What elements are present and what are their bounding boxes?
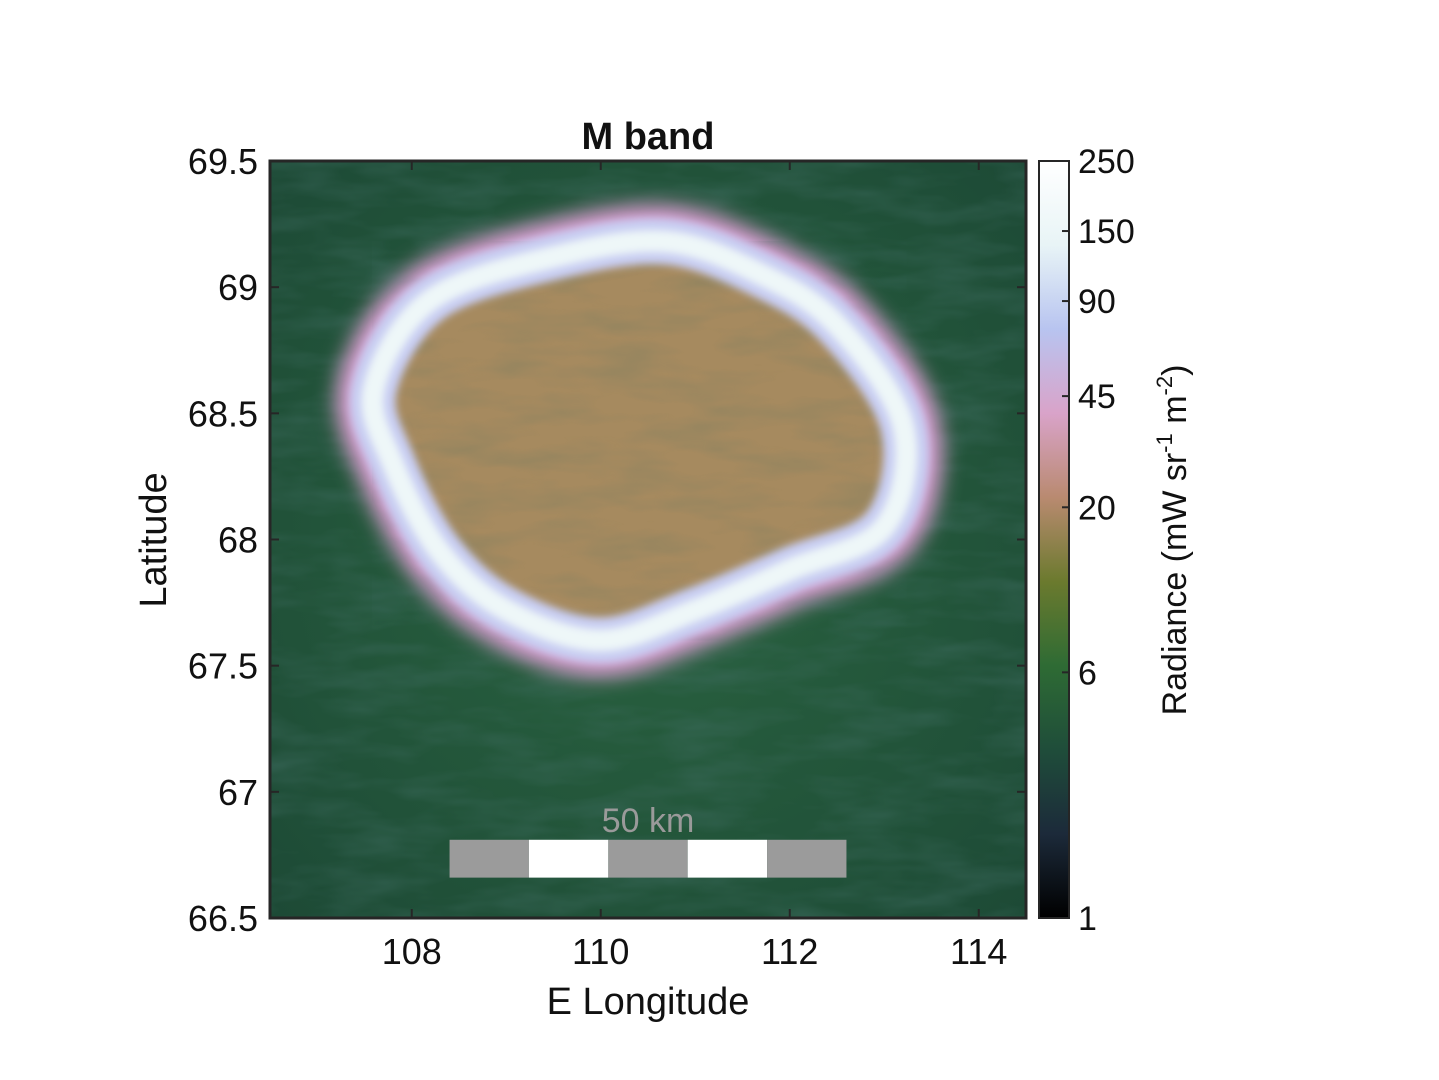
colorbar-tick-label: 45 [1078,378,1116,416]
colorbar-tick-label: 150 [1078,213,1135,251]
colorbar-tick-label: 250 [1078,143,1135,181]
colorbar-label: Radiance (mW sr-1 m-2) [1152,365,1194,716]
x-tick-label: 112 [761,931,818,972]
chart-title: M band [582,116,715,158]
colorbar-label-end: ) [1156,365,1194,376]
x-tick-label: 108 [382,931,442,972]
ring-interior-texture [372,241,907,641]
scale-bar [449,839,847,878]
scale-bar-label: 50 km [602,802,695,840]
heatmap-plot-area: 50 km [270,161,1026,918]
x-axis-label: E Longitude [547,981,750,1023]
x-tick-label: 114 [950,931,1007,972]
colorbar-ticks: 1 6 20 45 90 150 250 [1062,143,1135,938]
y-axis-ticks: 66.5 67 67.5 68 68.5 69 69.5 [188,141,1026,939]
x-tick-label: 110 [572,931,629,972]
y-tick-label: 67.5 [188,646,258,687]
x-axis-ticks: 108 110 112 114 [382,161,1007,972]
scale-bar-segment [608,839,688,878]
scale-bar-segment [449,839,529,878]
colorbar-tick-label: 20 [1078,489,1116,527]
ring-core [361,230,918,652]
y-tick-label: 66.5 [188,898,258,939]
y-tick-label: 69.5 [188,141,258,182]
colorbar-label-sup1: -1 [1152,433,1177,453]
y-axis-label: Latitude [133,472,175,607]
colorbar-tick-label: 90 [1078,283,1116,321]
y-tick-label: 67 [218,772,258,813]
colorbar-tick-label: 6 [1078,654,1097,692]
y-tick-label: 69 [218,267,258,308]
colorbar-label-sup2: -2 [1152,376,1177,396]
colorbar [1038,160,1070,919]
scale-bar-segment [767,839,847,878]
y-tick-label: 68.5 [188,393,258,434]
colorbar-label-mid: m [1156,395,1194,433]
colorbar-label-main: Radiance (mW sr [1156,453,1194,716]
y-tick-label: 68 [218,520,258,561]
scale-bar-segment [528,839,609,878]
scale-bar-segment [687,839,768,878]
colorbar-tick-label: 1 [1078,900,1097,938]
